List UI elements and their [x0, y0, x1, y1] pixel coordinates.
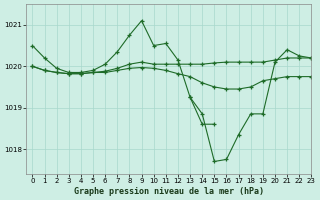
X-axis label: Graphe pression niveau de la mer (hPa): Graphe pression niveau de la mer (hPa): [74, 187, 264, 196]
